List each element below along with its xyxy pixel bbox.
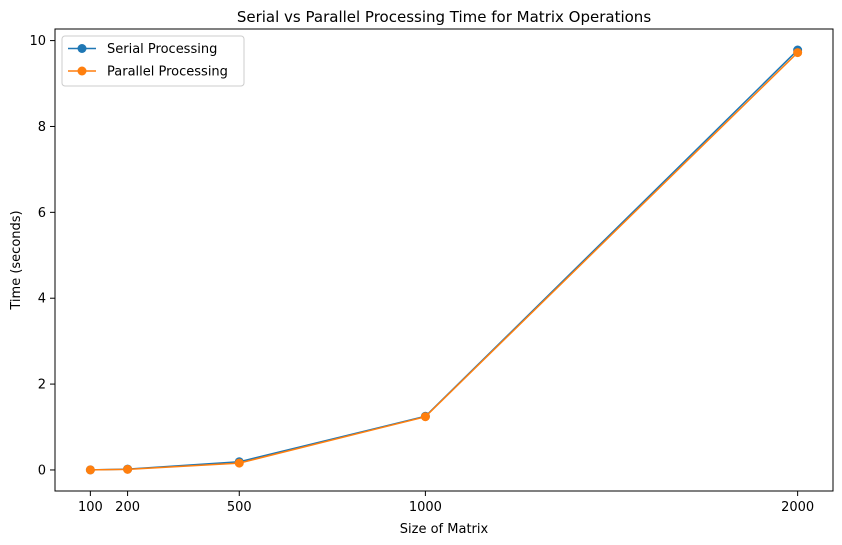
- x-axis-label: Size of Matrix: [400, 522, 489, 537]
- y-tick-label-8: 8: [38, 120, 46, 135]
- data-point-parallel-1000: [420, 412, 430, 422]
- series-parallel: [85, 48, 803, 475]
- x-tick-label-500: 500: [227, 500, 252, 515]
- series-line-parallel: [90, 52, 799, 471]
- y-axis: 0 2 4 6 8 10: [29, 34, 55, 478]
- legend-label-serial: Serial Processing: [107, 42, 217, 57]
- y-tick-label-4: 4: [38, 292, 46, 307]
- x-tick-label-1000: 1000: [409, 500, 442, 515]
- legend-marker-parallel: [77, 66, 87, 76]
- legend-label-parallel: Parallel Processing: [107, 65, 228, 80]
- plot-area: [85, 45, 803, 475]
- x-tick-label-200: 200: [115, 500, 140, 515]
- legend-box: [61, 35, 245, 87]
- plot-frame: [54, 28, 834, 492]
- legend: Serial Processing Parallel Processing: [61, 35, 245, 87]
- y-axis-label: Time (seconds): [9, 210, 24, 310]
- series-line-serial: [90, 49, 799, 471]
- data-point-parallel-2000: [793, 48, 803, 58]
- y-tick-label-2: 2: [38, 378, 46, 393]
- data-point-parallel-100: [85, 465, 95, 475]
- y-tick-label-0: 0: [38, 463, 46, 478]
- x-tick-label-100: 100: [78, 500, 103, 515]
- x-axis: 100 200 500 1000 2000: [78, 491, 814, 515]
- series-serial: [85, 45, 803, 475]
- data-point-parallel-500: [234, 458, 244, 468]
- chart-title: Serial vs Parallel Processing Time for M…: [237, 8, 651, 26]
- legend-marker-serial: [77, 44, 87, 53]
- x-tick-label-2000: 2000: [781, 500, 814, 515]
- data-point-parallel-200: [123, 464, 133, 474]
- y-tick-label-6: 6: [38, 206, 46, 221]
- y-tick-label-10: 10: [29, 34, 46, 49]
